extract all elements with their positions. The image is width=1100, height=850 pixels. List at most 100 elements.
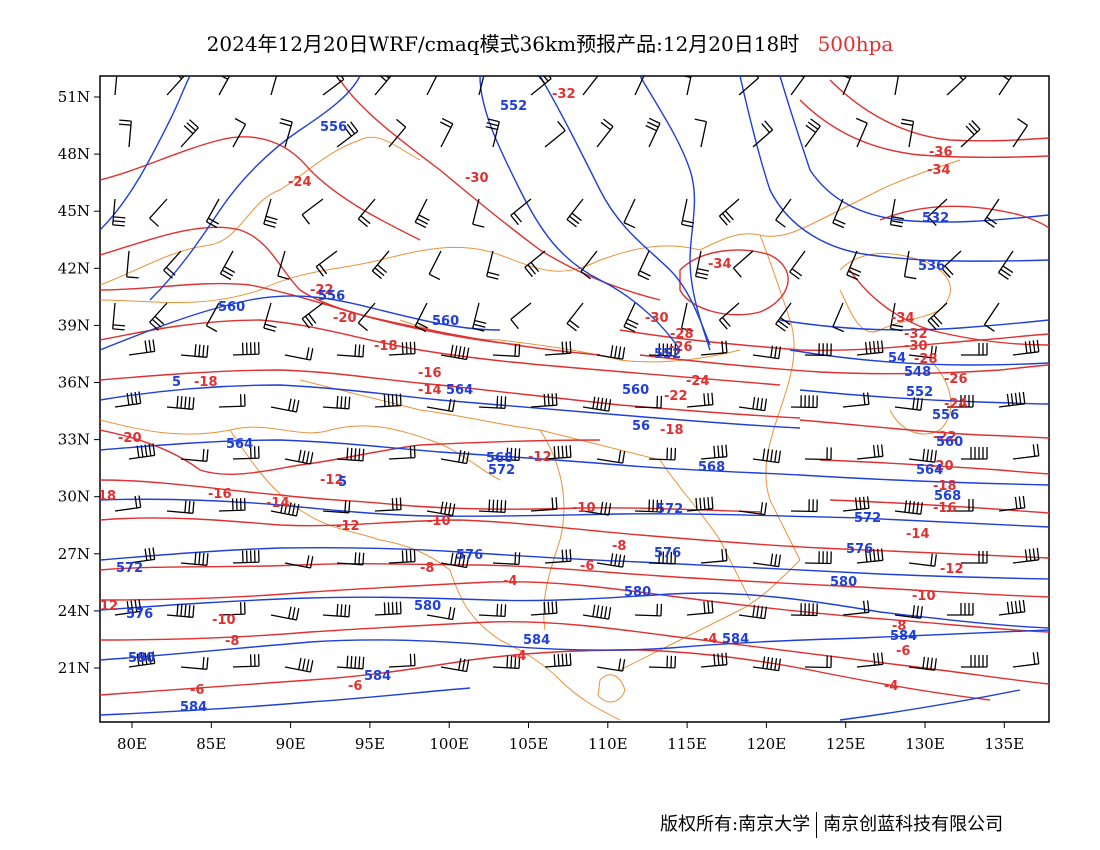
height-label: 5 xyxy=(338,475,347,490)
wind-barb xyxy=(426,76,438,96)
wind-barb xyxy=(686,392,714,408)
height-label: 556 xyxy=(320,120,347,135)
temp-label: -6 xyxy=(580,559,594,574)
temp-label: -34 xyxy=(891,311,915,326)
temp-label: -10 xyxy=(427,514,451,529)
height-label: 584 xyxy=(890,629,917,644)
wind-barb xyxy=(961,551,988,564)
wind-barb xyxy=(596,658,626,672)
height-label: 572 xyxy=(854,511,881,526)
wind-barb xyxy=(166,500,195,514)
title-level: 500hpa xyxy=(817,32,894,56)
wind-barb xyxy=(544,445,572,460)
wind-barb xyxy=(284,449,314,465)
height-label: 560 xyxy=(936,435,963,450)
wind-barb xyxy=(648,447,677,461)
temp-label: -24 xyxy=(944,397,968,412)
wind-barb xyxy=(894,76,899,96)
temp-label: -14 xyxy=(418,383,442,398)
title-main: 2024年12月20日WRF/cmaq模式36km预报产品:12月20日18时 xyxy=(206,32,800,56)
wind-barb xyxy=(596,553,626,568)
wind-barb xyxy=(998,495,1026,512)
wind-barb xyxy=(983,302,1000,332)
lon-label: 90E xyxy=(276,735,306,753)
wind-barb xyxy=(336,344,365,358)
temp-label: -20 xyxy=(118,431,142,446)
wind-barb xyxy=(492,447,521,462)
temp-label: -18 xyxy=(660,423,684,438)
lon-label: 100E xyxy=(429,735,469,753)
lon-label: 85E xyxy=(196,735,226,753)
lon-label: 130E xyxy=(905,735,945,753)
wind-barb xyxy=(804,343,832,357)
temp-label: -4 xyxy=(503,574,517,589)
wind-barb xyxy=(680,302,694,332)
wind-barb xyxy=(232,446,260,460)
chart-title: 2024年12月20日WRF/cmaq模式36km预报产品:12月20日18时 … xyxy=(0,28,1100,57)
temp-label: -8 xyxy=(420,561,434,576)
lat-label: 48N xyxy=(58,145,90,163)
wind-barb xyxy=(752,448,782,464)
height-label: 568 xyxy=(934,489,961,504)
lat-label: 39N xyxy=(58,316,90,334)
wind-barb xyxy=(941,250,962,278)
temp-label: -14 xyxy=(906,527,930,542)
wind-barb xyxy=(947,395,974,408)
height-label: 576 xyxy=(846,542,873,557)
wind-barb xyxy=(908,656,937,671)
wind-barb xyxy=(357,302,376,332)
lon-label: 125E xyxy=(826,735,866,753)
lon-label: 105E xyxy=(509,735,549,753)
wind-barb xyxy=(180,656,209,670)
wind-barb xyxy=(790,499,818,513)
temp-label: -30 xyxy=(645,311,669,326)
wind-barb xyxy=(428,250,442,281)
height-label: 584 xyxy=(180,700,207,715)
wind-barb xyxy=(946,76,967,96)
wind-barb xyxy=(510,302,532,330)
temp-label: -12 xyxy=(336,519,360,534)
wind-barbs xyxy=(112,76,1040,673)
border-lines xyxy=(100,136,961,721)
wind-barb xyxy=(645,117,661,148)
wind-barb xyxy=(842,392,870,408)
wind-barb xyxy=(492,552,521,566)
temp-label: -24 xyxy=(288,175,312,190)
temp-label: -32 xyxy=(552,87,576,102)
wind-barb xyxy=(855,117,868,148)
wind-barb xyxy=(270,76,278,96)
wind-barb xyxy=(1012,651,1040,668)
wind-barb xyxy=(842,600,870,616)
wind-barb xyxy=(997,250,1014,280)
wind-barb xyxy=(510,198,532,226)
wind-barb xyxy=(205,302,220,333)
lon-label: 135E xyxy=(985,735,1025,753)
height-label: 580 xyxy=(830,575,857,590)
wind-barb xyxy=(738,396,768,412)
height-label: 572 xyxy=(116,561,143,576)
temp-label: -22 xyxy=(933,430,957,445)
wind-barb xyxy=(126,250,139,279)
wind-barb xyxy=(530,497,558,512)
height-label: 576 xyxy=(654,546,681,561)
wind-barb xyxy=(856,652,884,668)
wind-barb xyxy=(842,76,852,96)
wind-barb xyxy=(180,448,209,462)
height-label: 560 xyxy=(432,314,459,329)
wind-barb xyxy=(700,340,728,356)
wind-barb xyxy=(637,250,651,281)
wind-barb xyxy=(322,603,351,618)
temp-label: -8 xyxy=(225,634,239,649)
wind-barb xyxy=(232,654,260,668)
wind-barb xyxy=(374,76,392,96)
wind-barb xyxy=(205,198,220,229)
wind-barb xyxy=(582,76,599,96)
wind-barb xyxy=(315,250,338,277)
height-label: 560 xyxy=(622,383,649,398)
height-label: 580 xyxy=(414,599,441,614)
wind-barb xyxy=(163,250,182,279)
wind-barb xyxy=(648,655,677,669)
wind-barb xyxy=(804,447,832,461)
wind-barb xyxy=(374,393,402,408)
wind-barb xyxy=(718,198,740,226)
